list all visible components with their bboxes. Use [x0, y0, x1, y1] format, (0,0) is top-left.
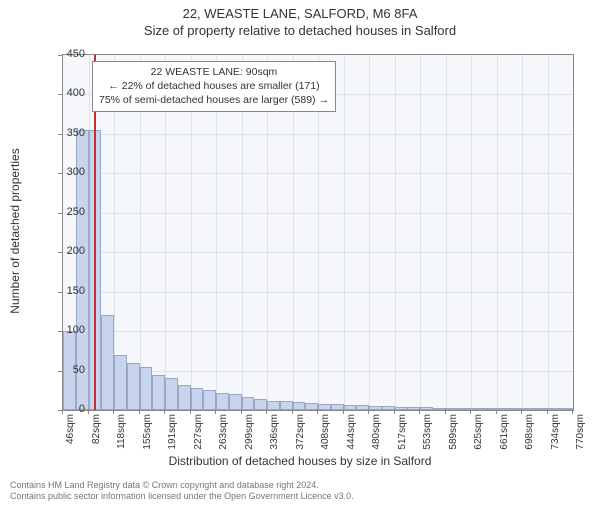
x-tick-mark: [470, 409, 471, 414]
histogram-bar: [242, 397, 255, 410]
chart-title-sub: Size of property relative to detached ho…: [0, 23, 600, 38]
gridline-v: [344, 55, 345, 410]
x-tick-label: 191sqm: [167, 414, 178, 450]
x-tick-label: 155sqm: [142, 414, 153, 450]
x-tick-mark: [368, 409, 369, 414]
x-tick-mark: [88, 409, 89, 414]
x-tick-mark: [521, 409, 522, 414]
histogram-bar: [548, 408, 561, 410]
y-tick-label: 250: [45, 206, 85, 218]
histogram-bar: [165, 378, 178, 410]
histogram-bar: [140, 367, 153, 410]
x-tick-label: 444sqm: [346, 414, 357, 450]
histogram-bar: [191, 388, 204, 410]
x-tick-label: 299sqm: [244, 414, 255, 450]
histogram-bar: [293, 402, 306, 410]
histogram-bar: [152, 375, 165, 411]
x-tick-mark: [343, 409, 344, 414]
annotation-line-2: ← 22% of detached houses are smaller (17…: [99, 79, 329, 93]
histogram-bar: [267, 401, 280, 410]
x-tick-mark: [292, 409, 293, 414]
y-tick-label: 0: [45, 403, 85, 415]
x-tick-label: 82sqm: [91, 414, 102, 444]
gridline-v: [548, 55, 549, 410]
gridline-v: [471, 55, 472, 410]
x-tick-mark: [496, 409, 497, 414]
x-tick-mark: [190, 409, 191, 414]
y-tick-label: 450: [45, 48, 85, 60]
x-tick-mark: [164, 409, 165, 414]
histogram-bar: [497, 408, 510, 410]
gridline-v: [497, 55, 498, 410]
y-tick-label: 350: [45, 127, 85, 139]
x-tick-label: 625sqm: [473, 414, 484, 450]
gridline-v: [369, 55, 370, 410]
gridline-v: [446, 55, 447, 410]
x-tick-mark: [445, 409, 446, 414]
x-tick-mark: [419, 409, 420, 414]
y-tick-label: 100: [45, 324, 85, 336]
x-tick-mark: [266, 409, 267, 414]
x-tick-label: 770sqm: [575, 414, 586, 450]
x-tick-label: 336sqm: [269, 414, 280, 450]
histogram-bar: [420, 407, 433, 410]
x-tick-mark: [241, 409, 242, 414]
histogram-bar: [344, 405, 357, 410]
x-tick-label: 372sqm: [295, 414, 306, 450]
x-tick-label: 408sqm: [320, 414, 331, 450]
histogram-bar: [318, 404, 331, 410]
gridline-v: [395, 55, 396, 410]
x-tick-label: 734sqm: [550, 414, 561, 450]
chart-title-main: 22, WEASTE LANE, SALFORD, M6 8FA: [0, 6, 600, 21]
histogram-bar: [216, 393, 229, 410]
x-tick-label: 46sqm: [65, 414, 76, 444]
annotation-box: 22 WEASTE LANE: 90sqm ← 22% of detached …: [92, 61, 336, 112]
annotation-line-3: 75% of semi-detached houses are larger (…: [99, 93, 329, 107]
x-tick-label: 118sqm: [116, 414, 127, 449]
x-tick-label: 589sqm: [448, 414, 459, 450]
gridline-v: [420, 55, 421, 410]
x-tick-mark: [572, 409, 573, 414]
histogram-bar: [127, 363, 140, 410]
histogram-bar: [369, 406, 382, 410]
x-tick-label: 698sqm: [524, 414, 535, 450]
y-tick-label: 300: [45, 166, 85, 178]
x-tick-label: 480sqm: [371, 414, 382, 450]
y-tick-label: 50: [45, 364, 85, 376]
histogram-bar: [471, 408, 484, 410]
x-axis-label: Distribution of detached houses by size …: [0, 454, 600, 468]
x-tick-label: 661sqm: [499, 414, 510, 450]
y-tick-label: 200: [45, 245, 85, 257]
histogram-bar: [522, 408, 535, 410]
histogram-bar: [203, 390, 216, 410]
x-tick-label: 517sqm: [397, 414, 408, 450]
x-tick-label: 553sqm: [422, 414, 433, 450]
y-axis-label: Number of detached properties: [8, 148, 22, 313]
x-tick-mark: [113, 409, 114, 414]
x-tick-label: 227sqm: [193, 414, 204, 450]
histogram-bar: [229, 394, 242, 410]
y-tick-label: 150: [45, 285, 85, 297]
x-tick-mark: [215, 409, 216, 414]
footer-line-1: Contains HM Land Registry data © Crown c…: [10, 480, 354, 491]
y-tick-label: 400: [45, 87, 85, 99]
gridline-v: [522, 55, 523, 410]
histogram-bar: [114, 355, 127, 410]
annotation-line-1: 22 WEASTE LANE: 90sqm: [99, 65, 329, 79]
footer-attribution: Contains HM Land Registry data © Crown c…: [10, 480, 354, 503]
histogram-bar: [178, 385, 191, 410]
x-tick-mark: [139, 409, 140, 414]
x-tick-mark: [547, 409, 548, 414]
x-tick-mark: [317, 409, 318, 414]
x-tick-label: 263sqm: [218, 414, 229, 450]
footer-line-2: Contains public sector information licen…: [10, 491, 354, 502]
x-tick-mark: [394, 409, 395, 414]
histogram-bar: [446, 408, 459, 410]
histogram-bar: [101, 315, 114, 410]
histogram-bar: [395, 407, 408, 410]
